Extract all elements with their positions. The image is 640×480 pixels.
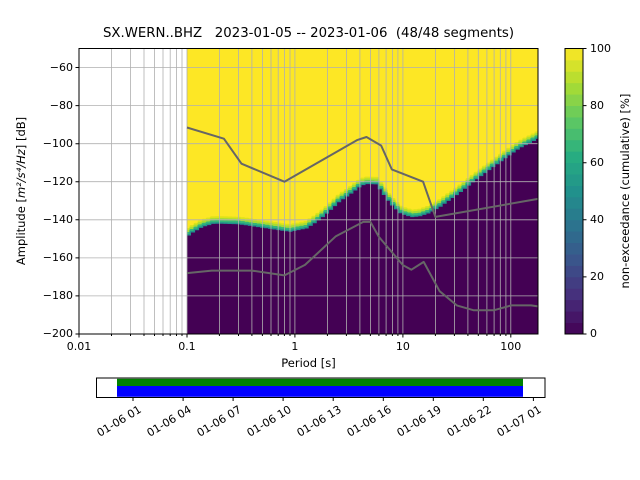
y-tick-label: −140 xyxy=(42,212,73,226)
noise-model-high-line xyxy=(186,126,539,218)
x-tick-label: 10 xyxy=(395,340,410,353)
y-tick-label: −80 xyxy=(49,98,73,112)
y-tick-label: −120 xyxy=(42,174,73,188)
plot-title: SX.WERN..BHZ 2023-01-05 -- 2023-01-06 (4… xyxy=(102,26,515,41)
colorbar-tick-label: 0 xyxy=(590,327,597,340)
y-tick-label: −180 xyxy=(42,288,73,302)
y-tick-label: −200 xyxy=(42,327,73,340)
y-axis-label-units: m²/s⁴/Hz xyxy=(14,149,28,199)
colorbar-tick-label: 100 xyxy=(590,41,611,55)
ppsd-field xyxy=(186,48,538,334)
colorbar-tick-label: 40 xyxy=(590,212,604,226)
axes-frame xyxy=(78,48,539,335)
colorbar-tick-label: 80 xyxy=(590,98,604,112)
x-tick-label: 0.01 xyxy=(66,340,92,353)
x-tick-label: 1 xyxy=(291,340,299,353)
x-tick-label: 100 xyxy=(500,340,522,353)
timeline-coverage-green xyxy=(117,378,523,386)
y-tick-label: −160 xyxy=(42,250,73,264)
x-tick-label: 0.1 xyxy=(178,340,196,353)
colorbar-tick-label: 20 xyxy=(590,269,604,283)
colorbar xyxy=(564,48,587,335)
colorbar-label: non-exceedance (cumulative) [%] xyxy=(618,93,632,289)
noise-model-low-line xyxy=(186,220,539,312)
timeline-bar xyxy=(96,377,546,401)
x-axis-label: Period [s] xyxy=(281,356,336,370)
y-tick-label: −60 xyxy=(49,60,73,74)
timeline-coverage-blue xyxy=(117,386,523,397)
axis-ticks xyxy=(75,67,512,338)
y-tick-label: −100 xyxy=(42,136,73,150)
colorbar-tick-label: 60 xyxy=(590,155,604,169)
